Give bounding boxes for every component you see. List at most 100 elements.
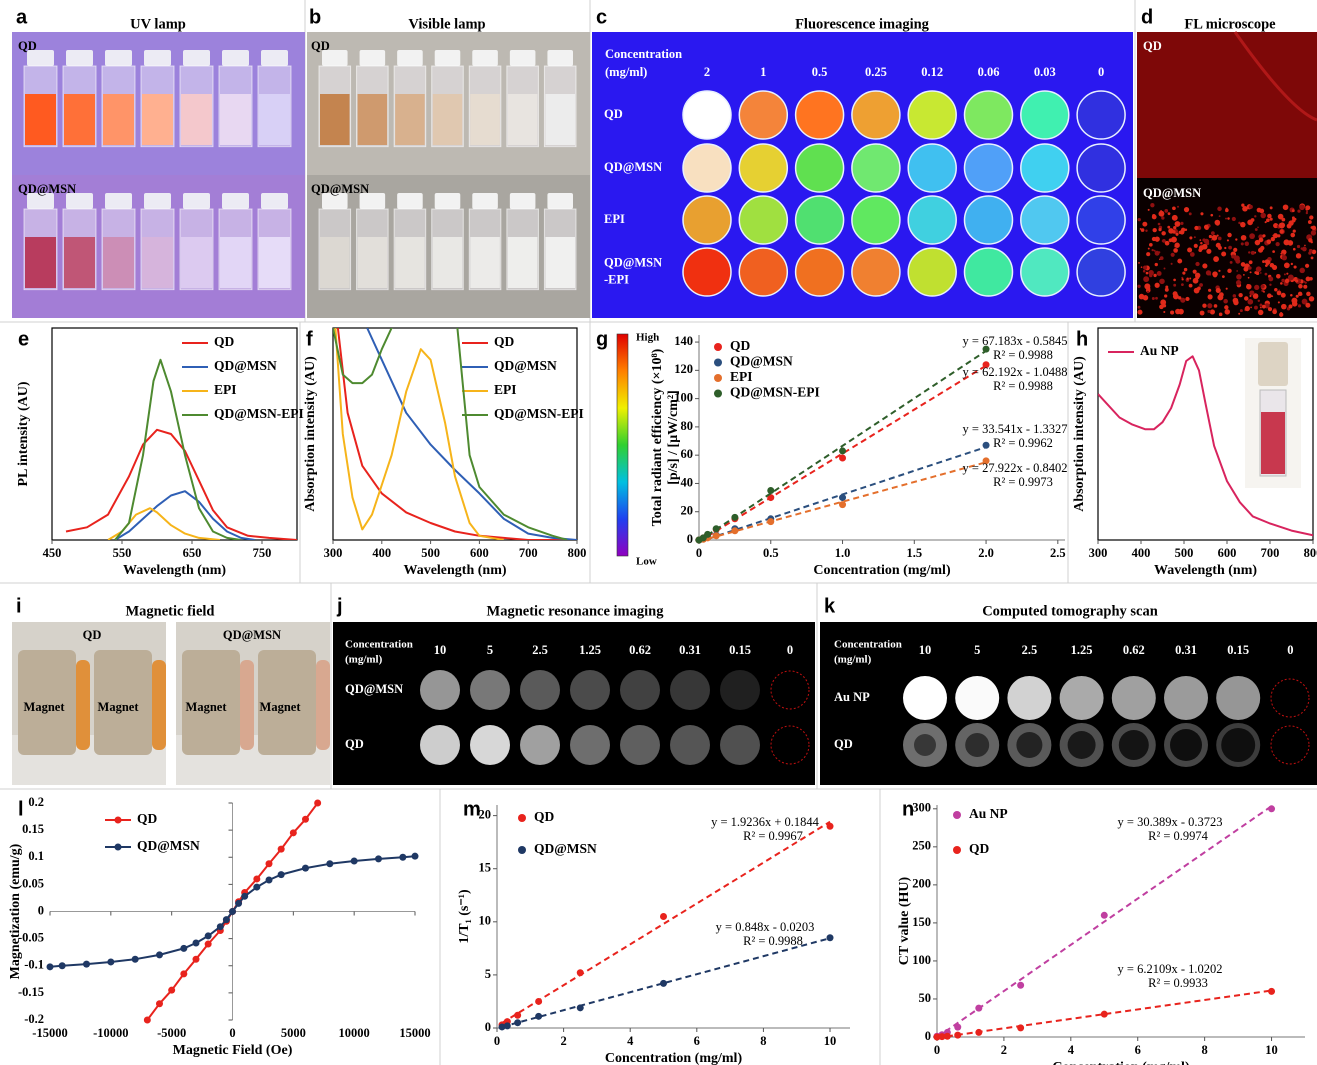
x-axis-label: Wavelength (nm): [123, 563, 226, 578]
vial-liquid: [320, 94, 350, 145]
speckle: [1241, 235, 1247, 241]
well: [739, 196, 787, 244]
speckle: [1138, 262, 1140, 264]
speckle: [1247, 220, 1253, 226]
speckle: [1236, 280, 1241, 285]
speckle: [1236, 270, 1238, 272]
y-axis-label: Absorption intensity (AU): [303, 356, 318, 512]
speckle: [1194, 288, 1200, 294]
vial-liquid: [470, 237, 500, 288]
well: [683, 144, 731, 192]
speckle: [1273, 233, 1278, 238]
series-marker: [107, 958, 114, 965]
y-tick-label: 20: [479, 807, 492, 821]
panel-letter: j: [336, 595, 343, 617]
vial-liquid: [320, 237, 350, 288]
well: [1021, 196, 1069, 244]
speckle: [1155, 297, 1158, 300]
speckle: [1277, 291, 1282, 296]
speckle: [1304, 245, 1306, 247]
mri-spot: [620, 725, 660, 765]
magnet-label: Magnet: [24, 700, 66, 714]
speckle: [1260, 272, 1262, 274]
speckle: [1208, 289, 1211, 292]
speckle: [1202, 304, 1206, 308]
concentration-label: 0.25: [865, 65, 887, 79]
cuvette-liquid: [1261, 412, 1285, 474]
speckle: [1280, 229, 1284, 233]
y-axis-label: CT value (HU): [897, 876, 912, 965]
figure: aUV lampbVisible lampcFluorescence imagi…: [0, 0, 1317, 1065]
data-point: [827, 934, 834, 941]
legend-label: EPI: [494, 382, 517, 397]
speckle: [1189, 284, 1193, 288]
ct-core: [1119, 730, 1149, 760]
speckle: [1258, 310, 1264, 316]
speckle: [1181, 283, 1184, 286]
speckle: [1202, 244, 1208, 250]
speckle: [1296, 295, 1299, 298]
speckle: [1293, 248, 1296, 251]
header-label: Concentration: [834, 639, 902, 651]
series-marker: [217, 923, 224, 930]
ct-core: [1016, 732, 1042, 758]
y-tick-label: -0.15: [18, 985, 44, 999]
speckle: [1184, 268, 1187, 271]
speckle: [1265, 221, 1267, 223]
speckle: [1271, 295, 1273, 297]
speckle: [1167, 226, 1170, 229]
well: [796, 144, 844, 192]
speckle: [1152, 237, 1156, 241]
legend-label: EPI: [214, 382, 237, 397]
speckle: [1280, 253, 1282, 255]
speckle: [1210, 309, 1215, 314]
speckle: [1200, 212, 1203, 215]
speckle: [1262, 260, 1265, 263]
speckle: [1258, 300, 1260, 302]
speckle: [1173, 248, 1178, 253]
x-tick-label: 0: [696, 546, 702, 560]
speckle: [1238, 313, 1240, 315]
speckle: [1256, 266, 1262, 272]
colorbar-label: High: [636, 332, 659, 344]
ct-spot: [1112, 676, 1156, 720]
legend-label: QD@MSN: [137, 838, 200, 853]
y-axis-label: [p/s] / [μW/cm²]: [666, 390, 681, 485]
x-tick-label: 700: [519, 546, 538, 560]
legend-label: QD@MSN: [730, 354, 793, 369]
legend-label: QD: [494, 334, 515, 349]
x-tick-label: 0: [934, 1043, 940, 1057]
speckle: [1142, 222, 1147, 227]
x-tick-label: 1.0: [835, 546, 851, 560]
speckle: [1306, 212, 1308, 214]
row-label: EPI: [604, 212, 625, 226]
speckle: [1173, 279, 1176, 282]
concentration-label: 5: [974, 643, 980, 657]
fit-equation: y = 0.848x - 0.0203: [716, 920, 815, 934]
speckle: [1211, 239, 1213, 241]
fit-equation: y = 27.922x - 0.8402: [963, 461, 1068, 475]
fit-r2: R² = 0.9988: [743, 934, 803, 948]
series-marker: [193, 956, 200, 963]
vial-liquid: [25, 94, 56, 145]
speckle: [1227, 217, 1230, 220]
series-marker: [47, 963, 54, 970]
row-label: QD@MSN: [604, 255, 662, 269]
x-tick-label: 300: [324, 546, 343, 560]
vial-liquid: [433, 94, 463, 145]
vial-cap: [183, 193, 210, 209]
vial-liquid: [103, 237, 134, 288]
speckle: [1194, 226, 1198, 230]
speckle: [1216, 288, 1221, 293]
speckle: [1293, 229, 1296, 232]
speckle: [1298, 292, 1302, 296]
tube: [316, 660, 330, 750]
data-point: [704, 531, 711, 538]
series-marker: [223, 916, 230, 923]
speckle: [1281, 293, 1286, 298]
speckle: [1294, 266, 1296, 268]
legend-label: EPI: [730, 369, 753, 384]
well: [739, 248, 787, 296]
data-point: [535, 998, 542, 1005]
row-label: QD: [345, 737, 364, 751]
